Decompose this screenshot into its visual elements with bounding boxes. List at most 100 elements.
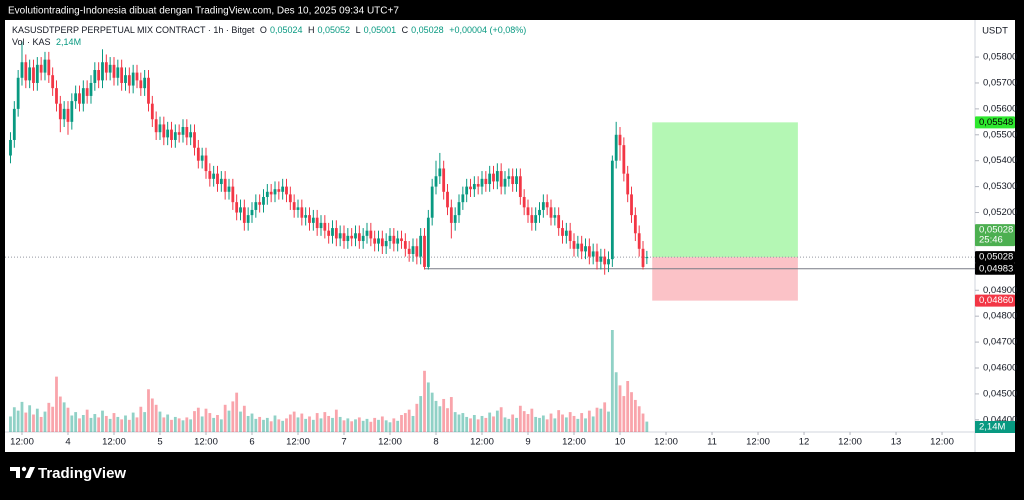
candle-body <box>239 207 242 213</box>
volume-bar <box>185 417 189 432</box>
candle-body <box>28 67 32 81</box>
candle-body <box>308 215 311 223</box>
candle-body <box>150 103 154 120</box>
candle-body <box>258 202 262 205</box>
candle-body <box>331 228 334 236</box>
candle-body <box>319 222 323 229</box>
candle-body <box>423 235 426 267</box>
volume-bar <box>258 416 262 432</box>
volume-bar <box>607 411 610 432</box>
volume-bar <box>380 416 384 432</box>
candle-body <box>47 59 51 76</box>
candle-body <box>200 155 204 161</box>
x-tick-label: 12 <box>799 437 810 448</box>
price-unit: USDT <box>982 26 1008 37</box>
volume-bar <box>511 414 515 432</box>
candle-body <box>607 259 610 265</box>
volume-bar <box>361 420 365 432</box>
volume-bar <box>392 418 396 432</box>
brand-logo <box>10 466 35 478</box>
x-tick-label: 12:00 <box>286 437 310 448</box>
x-tick-label: 12:00 <box>470 437 494 448</box>
candle-body <box>35 64 39 83</box>
volume-bar <box>277 419 281 432</box>
candle-body <box>189 132 193 138</box>
candle-body <box>488 173 492 185</box>
volume-bar <box>645 421 649 432</box>
volume-bar <box>308 416 311 432</box>
volume-bar <box>262 419 265 432</box>
candle-body <box>124 75 127 83</box>
x-tick-label: 12:00 <box>930 437 954 448</box>
candle-body <box>626 173 630 195</box>
candle-body <box>262 196 265 205</box>
volume-bar <box>350 421 354 432</box>
volume-bar <box>265 417 269 432</box>
candle-body <box>419 235 423 257</box>
candle-body <box>641 248 645 267</box>
chart-pane <box>5 20 1015 452</box>
volume-bar <box>384 420 388 432</box>
volume-bar <box>430 392 434 432</box>
countdown-label: 25:46 <box>979 235 1003 246</box>
volume-bar <box>476 419 480 432</box>
candle-body <box>350 235 354 239</box>
candle-body <box>354 233 357 239</box>
ohlc-value: 0,05001 <box>363 25 397 35</box>
candle-body <box>338 233 342 239</box>
x-tick-label: 7 <box>341 437 346 448</box>
candle-body <box>254 202 258 210</box>
volume-bar <box>97 417 101 432</box>
candle-body <box>415 246 419 257</box>
volume-bar <box>407 409 411 432</box>
volume-bar <box>484 417 488 432</box>
volume-bar <box>388 422 392 432</box>
plot: 0,04400 0,04500 0,04600 0,04700 0,04800 0,049… <box>5 41 1017 448</box>
candle-body <box>576 243 580 249</box>
candle-body <box>622 145 626 174</box>
candle-body <box>43 59 47 73</box>
volume-bar <box>124 415 127 432</box>
ohlc-value: 0,05052 <box>317 25 351 35</box>
volume-bar <box>633 399 637 432</box>
candle-body <box>58 103 62 120</box>
volume-bar <box>641 413 645 432</box>
volume-bar <box>16 410 20 432</box>
candle-body <box>541 202 545 210</box>
volume-bar <box>78 418 81 432</box>
x-tick-label: 12:00 <box>194 437 218 448</box>
candle-body <box>469 186 472 190</box>
volume-bar <box>342 420 346 432</box>
y-tick-label: 0,05600 <box>983 103 1017 114</box>
volume-bar <box>154 404 158 432</box>
candle-body <box>457 202 461 216</box>
volume-bar <box>242 405 246 432</box>
candle-body <box>511 176 515 185</box>
candle-body <box>407 248 411 254</box>
price-marker-label: 0,05028 <box>979 225 1013 236</box>
volume-bar <box>518 405 522 432</box>
volume-bar <box>311 419 315 432</box>
volume-bar <box>66 407 70 432</box>
candle-body <box>173 132 177 140</box>
candle-body <box>380 238 384 247</box>
volume-bar <box>200 416 204 432</box>
volume-bar <box>139 406 143 432</box>
volume-bar <box>618 385 622 432</box>
ohlc-value: 0,05028 <box>411 25 444 35</box>
candle-body <box>503 178 507 187</box>
candle-body <box>545 202 549 208</box>
volume-bar <box>32 414 35 432</box>
candle-body <box>70 101 74 122</box>
volume-bar <box>20 401 24 432</box>
volume-bar <box>319 418 323 432</box>
candle-body <box>219 178 223 185</box>
volume-bar <box>438 406 442 432</box>
candle-body <box>549 207 553 218</box>
x-tick-label: 10 <box>615 437 626 448</box>
candle-body <box>311 217 315 223</box>
candle-body <box>637 233 641 249</box>
candle-body <box>580 243 584 252</box>
volume-bar <box>442 398 446 432</box>
candle-body <box>614 134 618 161</box>
